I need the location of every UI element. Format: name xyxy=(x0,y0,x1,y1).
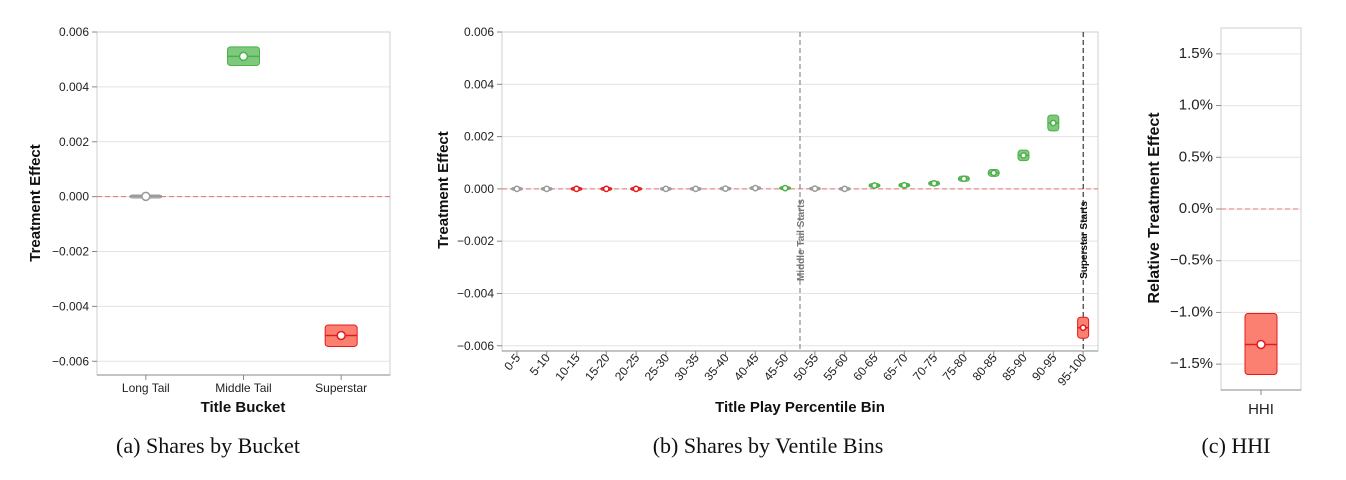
panel-b-ytick-label: 0.006 xyxy=(464,25,494,39)
panel-a-point xyxy=(238,51,249,62)
panel-b-caption: (b) Shares by Ventile Bins xyxy=(653,433,884,458)
panel-a-xtick-label: Superstar xyxy=(315,381,367,395)
panel-c-ytick-label: −1.0% xyxy=(1170,303,1213,320)
panel-a-ytick-label: 0.000 xyxy=(59,190,89,204)
panel-b-xtick-label: 55-60 xyxy=(821,351,852,384)
panel-a-ytick-label: −0.002 xyxy=(52,245,89,259)
panel-c-ytick-label: 0.5% xyxy=(1179,148,1213,165)
panel-c-xticks: HHI xyxy=(1248,390,1274,418)
panel-b-annotation-label: Superstar Starts xyxy=(1079,201,1090,279)
panel-b-point xyxy=(692,185,700,193)
panel-a-xtick-label: Long Tail xyxy=(122,381,170,395)
panel-b-point xyxy=(751,184,759,192)
panel-b-ytick-label: −0.006 xyxy=(457,339,494,353)
panel-b-annotation-label: Middle Tail Starts xyxy=(796,199,807,281)
panel-a-xlabel: Title Bucket xyxy=(201,399,286,416)
panel-c-xtick-label: HHI xyxy=(1248,401,1274,418)
panel-b: −0.006 −0.004 −0.002 0.000 0.002 0.004 0.006 0… xyxy=(435,25,1099,458)
panel-b-marks xyxy=(510,114,1090,339)
panel-a-caption: (a) Shares by Bucket xyxy=(116,433,300,458)
panel-b-yticks: −0.006 −0.004 −0.002 0.000 0.002 0.004 0.006 xyxy=(457,25,502,353)
panel-b-xtick-label: 15-20 xyxy=(582,351,613,384)
panel-b-xtick-label: 25-30 xyxy=(642,351,673,384)
panel-b-xtick-label: 5-10 xyxy=(527,351,553,379)
panel-c-ylabel: Relative Treatment Effect xyxy=(1146,112,1163,304)
panel-b-xticks: 0-5 5-10 10-15 15-20 20-25 25-30 30-35 35-40 40-… xyxy=(501,351,1089,389)
panel-a-point xyxy=(141,191,151,202)
panel-a-ytick-label: 0.002 xyxy=(59,135,89,149)
panel-b-point xyxy=(1020,152,1027,159)
panel-a-ytick-label: 0.006 xyxy=(59,25,89,39)
panel-a-marks xyxy=(129,46,358,347)
panel-b-ylabel: Treatment Effect xyxy=(435,131,452,249)
panel-c-caption: (c) HHI xyxy=(1201,433,1270,458)
panel-b-point xyxy=(1079,324,1087,332)
panel-b-xtick-label: 50-55 xyxy=(791,351,822,384)
panel-a-yticks: −0.006 −0.004 −0.002 0.000 0.002 0.004 0.006 xyxy=(52,25,97,368)
panel-c-point xyxy=(1256,339,1266,350)
panel-c-ytick-label: −1.5% xyxy=(1170,355,1213,372)
panel-c-ytick-label: −0.5% xyxy=(1170,252,1213,269)
panel-a-ytick-label: −0.004 xyxy=(52,299,89,313)
panel-b-xtick-label: 75-80 xyxy=(940,351,971,384)
panel-a-ylabel: Treatment Effect xyxy=(27,144,44,262)
panel-b-xtick-label: 80-85 xyxy=(970,351,1001,384)
panel-b-point xyxy=(543,185,551,193)
panel-c-marks xyxy=(1244,312,1278,375)
panel-b-xtick-label: 95-100 xyxy=(1055,351,1090,389)
panel-b-xtick-label: 65-70 xyxy=(880,351,911,384)
panel-b-frame xyxy=(501,31,1099,352)
panel-a-xtick-label: Middle Tail xyxy=(215,381,271,395)
panel-a-ytick-label: −0.006 xyxy=(52,354,89,368)
panel-b-xtick-label: 70-75 xyxy=(910,351,941,384)
panel-b-annotations: Middle Tail Starts Superstar Starts xyxy=(796,32,1090,351)
panel-b-point xyxy=(573,185,580,193)
panel-c-ytick-label: 1.5% xyxy=(1179,45,1213,62)
panel-a-ytick-label: 0.004 xyxy=(59,80,89,94)
panel-b-point xyxy=(841,185,849,193)
panel-b-point xyxy=(900,181,908,189)
panel-c-ytick-label: 1.0% xyxy=(1179,97,1213,114)
panel-b-xtick-label: 35-40 xyxy=(701,351,732,384)
panel-b-point xyxy=(602,185,610,193)
panel-b-xlabel: Title Play Percentile Bin xyxy=(715,399,885,416)
panel-b-point xyxy=(722,185,729,192)
panel-a-frame xyxy=(96,31,391,376)
panel-b-xtick-label: 85-90 xyxy=(999,351,1030,384)
panel-b-xtick-label: 40-45 xyxy=(731,351,762,384)
panel-b-ytick-label: 0.004 xyxy=(464,77,494,91)
panel-b-point xyxy=(960,175,968,183)
panel-b-point xyxy=(990,169,998,177)
panel-a: −0.006 −0.004 −0.002 0.000 0.002 0.004 0.006 L… xyxy=(27,25,391,458)
panel-b-point xyxy=(662,185,670,193)
panel-b-ytick-label: −0.004 xyxy=(457,286,494,300)
panel-b-xtick-label: 0-5 xyxy=(501,351,523,374)
panel-b-ytick-label: 0.000 xyxy=(464,182,494,196)
panel-a-xticks: Long Tail Middle Tail Superstar xyxy=(122,375,367,395)
panel-b-ytick-label: 0.002 xyxy=(464,130,494,144)
panel-b-point xyxy=(930,180,938,187)
panel-b-xtick-label: 30-35 xyxy=(672,351,703,384)
panel-b-xtick-label: 60-65 xyxy=(850,351,881,384)
panel-b-ytick-label: −0.002 xyxy=(457,234,494,248)
panel-b-xtick-label: 10-15 xyxy=(552,351,583,384)
panel-c: −1.5% −1.0% −0.5% 0.0% 0.5% 1.0% 1.5% HHI Rela… xyxy=(1146,27,1302,458)
panel-b-point xyxy=(632,185,640,193)
panel-b-point xyxy=(781,184,789,192)
panel-b-point xyxy=(1049,119,1057,127)
panel-b-point xyxy=(871,182,878,189)
panel-c-yticks: −1.5% −1.0% −0.5% 0.0% 0.5% 1.0% 1.5% xyxy=(1170,45,1221,372)
panel-b-xtick-label: 45-50 xyxy=(761,351,792,384)
panel-b-point xyxy=(513,185,521,193)
panel-a-point xyxy=(336,330,346,341)
panel-b-point xyxy=(811,185,819,192)
panel-c-ytick-label: 0.0% xyxy=(1179,200,1213,217)
panel-b-xtick-label: 20-25 xyxy=(612,351,643,384)
